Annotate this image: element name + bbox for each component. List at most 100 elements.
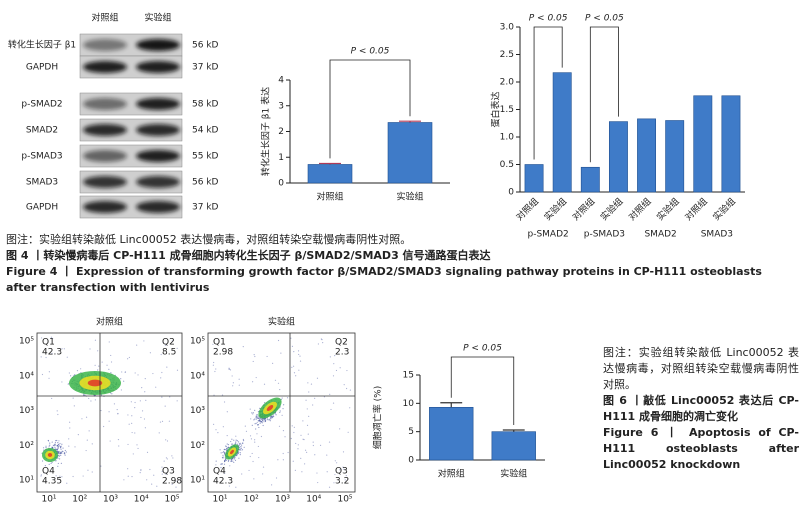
- event-dot: [161, 371, 163, 374]
- event-dot: [101, 361, 103, 363]
- x-tick-label: 10⁴: [134, 495, 149, 505]
- event-dot: [306, 424, 309, 426]
- event-dot: [57, 446, 59, 448]
- event-dot: [58, 440, 60, 442]
- blot-band: [136, 150, 180, 162]
- y-tick-label: 5: [408, 427, 414, 437]
- event-dot: [162, 341, 164, 344]
- event-dot: [57, 457, 59, 459]
- title-cn: 图 6 丨敲低 Linc00052 表达后 CP-H111 成骨细胞的凋亡变化: [603, 394, 799, 423]
- event-dot: [236, 453, 238, 456]
- event-dot: [127, 443, 129, 446]
- event-dot: [304, 449, 307, 451]
- event-dot: [54, 446, 56, 448]
- event-dot: [97, 350, 99, 352]
- event-dot: [74, 446, 76, 448]
- event-dot: [300, 457, 302, 459]
- event-dot: [256, 421, 258, 423]
- y-tick-label: 10²: [190, 441, 205, 451]
- plot-title: 对照组: [96, 316, 123, 328]
- event-dot: [171, 455, 173, 457]
- bar: [693, 95, 713, 193]
- event-dot: [54, 460, 56, 462]
- bar: [552, 72, 572, 193]
- event-dot: [144, 377, 146, 380]
- event-dot: [61, 381, 63, 383]
- event-dot: [298, 353, 300, 356]
- blot-label: p-SMAD3: [21, 152, 62, 162]
- event-dot: [222, 454, 224, 457]
- event-dot: [326, 454, 328, 456]
- title-en: Figure 4 丨 Expression of transforming gr…: [6, 265, 762, 294]
- event-dot: [225, 459, 228, 461]
- y-tick-label: 10: [403, 399, 415, 409]
- event-dot: [222, 426, 224, 428]
- event-dot: [51, 397, 53, 400]
- event-dot: [293, 431, 295, 434]
- event-dot: [144, 391, 146, 393]
- event-dot: [242, 438, 244, 441]
- event-dot: [45, 445, 47, 447]
- event-dot: [306, 408, 308, 410]
- event-dot: [131, 422, 133, 424]
- blot-band: [83, 201, 127, 213]
- event-dot: [127, 475, 129, 477]
- event-dot: [342, 451, 345, 453]
- event-dot: [76, 370, 79, 372]
- event-dot: [326, 471, 328, 473]
- event-dot: [260, 435, 263, 438]
- event-dot: [251, 424, 253, 426]
- event-dot: [134, 401, 136, 404]
- event-dot: [59, 458, 61, 460]
- event-dot: [251, 381, 254, 383]
- event-dot: [176, 480, 178, 482]
- event-dot: [100, 394, 103, 396]
- blot-band: [136, 61, 180, 73]
- event-dot: [334, 355, 336, 357]
- event-dot: [238, 447, 240, 449]
- blot-band: [136, 176, 180, 188]
- event-dot: [132, 453, 134, 455]
- event-dot: [128, 423, 130, 425]
- event-dot: [212, 343, 214, 345]
- event-dot: [240, 447, 243, 449]
- event-dot: [260, 418, 262, 420]
- event-dot: [224, 460, 226, 462]
- event-dot: [40, 475, 42, 477]
- event-dot: [161, 420, 164, 422]
- blot-size: 55 kD: [192, 152, 219, 162]
- event-dot: [262, 473, 264, 475]
- event-dot: [94, 399, 96, 401]
- event-dot: [271, 484, 273, 486]
- event-dot: [236, 443, 239, 445]
- event-dot: [176, 400, 178, 402]
- y-tick-label: 0: [408, 456, 414, 466]
- event-dot: [50, 462, 52, 464]
- event-dot: [97, 369, 99, 371]
- event-dot: [86, 439, 88, 441]
- event-dot: [332, 402, 335, 404]
- event-dot: [235, 486, 237, 488]
- event-dot: [260, 421, 262, 423]
- event-dot: [164, 405, 166, 407]
- event-dot: [274, 413, 276, 415]
- y-tick-label: 2.0: [500, 78, 515, 88]
- event-dot: [55, 440, 57, 442]
- event-dot: [63, 348, 65, 350]
- event-dot: [159, 421, 162, 423]
- event-dot: [254, 441, 256, 443]
- event-dot: [168, 420, 171, 422]
- event-dot: [239, 446, 241, 448]
- x-tick-label: 10³: [103, 495, 118, 505]
- event-dot: [140, 416, 142, 419]
- event-dot: [55, 475, 57, 477]
- event-dot: [250, 418, 252, 420]
- event-dot: [47, 440, 50, 442]
- group-label: SMAD2: [644, 230, 676, 240]
- event-dot: [163, 460, 165, 462]
- event-dot: [149, 352, 151, 354]
- event-dot: [286, 397, 289, 399]
- quadrant-value: 2.98: [213, 348, 233, 358]
- x-tick-label: 10²: [244, 495, 259, 505]
- event-dot: [55, 460, 57, 462]
